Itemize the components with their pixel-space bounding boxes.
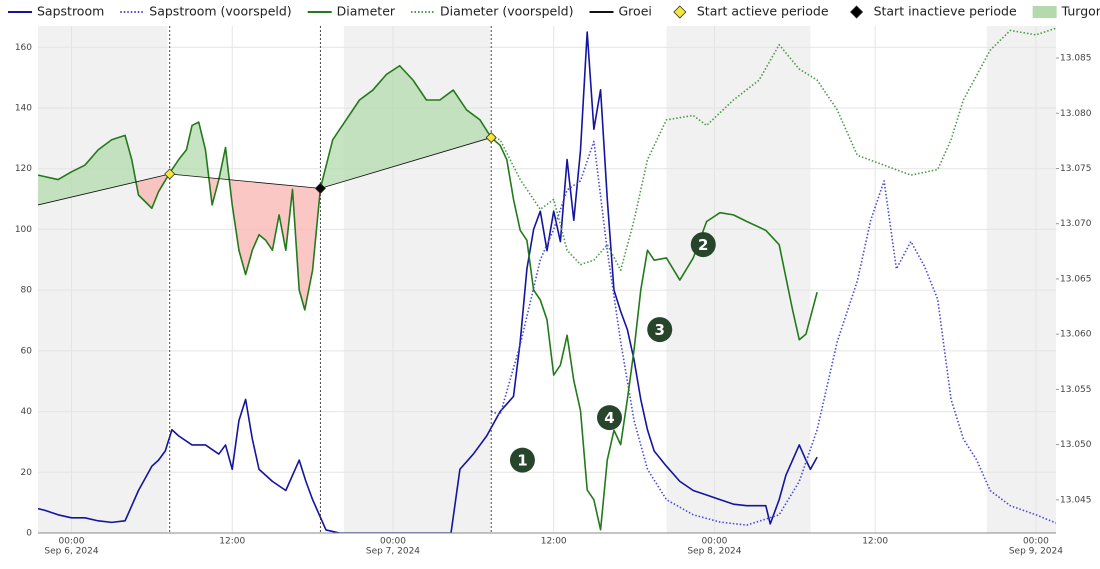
marker [485,131,497,144]
marker [314,182,326,194]
axes: 0 20 40 60 80 100 120 140 160 13.045 13.050 13.055 1… [15,43,1092,557]
y-tick-label: 60 [21,346,33,356]
annotation-label: 3 [655,321,665,339]
legend-label: Start inactieve periode [874,4,1017,19]
annotation-badge [509,447,535,473]
y2-tick-label: 13.080 [1060,109,1092,119]
x-tick-label: 12:00 [541,537,567,547]
line [490,27,1056,271]
y2-tick-label: 13.045 [1060,495,1092,505]
y-tick-label: 120 [15,164,32,174]
x-tick-label: Sep 7, 2024 [366,547,420,557]
legend-swatch [673,5,687,19]
y2-tick-label: 13.085 [1060,54,1092,64]
x-tick-label: 00:00 [1023,537,1049,547]
background [38,26,1056,534]
x-tick-label: Sep 8, 2024 [687,547,741,557]
stress-area [38,137,492,310]
y-tick-label: 40 [21,407,33,417]
y2-tick-label: 13.050 [1060,440,1092,450]
legend-swatch [849,5,864,19]
y-tick-label: 100 [15,225,32,235]
y-tick-label: 80 [21,286,33,296]
y-tick-label: 20 [21,468,33,478]
y2-tick-label: 13.055 [1060,385,1092,395]
line [38,137,492,206]
legend-label: Sapstroom (voorspeld) [149,4,291,19]
annotation-label: 4 [604,409,614,427]
legend-label: Diameter (voorspeld) [440,4,573,19]
shaded-period [666,26,811,533]
y2-tick-label: 13.070 [1060,219,1092,229]
y2-tick-label: 13.060 [1060,330,1092,340]
x-tick-label: 00:00 [701,537,727,547]
legend-label: Sapstroom [37,4,104,19]
legend-label: Start actieve periode [697,4,829,19]
x-tick-label: 00:00 [380,537,406,547]
legend: Sapstroom Sapstroom (voorspeld) Diameter Di… [8,4,1100,19]
line [38,64,818,531]
line [38,31,818,533]
x-tick-label: Sep 9, 2024 [1009,547,1063,557]
marker [164,168,176,180]
y2-tick-label: 13.065 [1060,274,1092,284]
annotation-badge [597,405,623,431]
shaded-period [38,26,168,533]
legend-label: Turgor [1061,4,1100,19]
x-tick-label: 12:00 [219,537,245,547]
plot-area: 1 2 3 4 [38,26,1056,533]
annotation-badge [690,232,716,258]
annotation-label: 2 [698,236,708,254]
y-tick-label: 140 [15,103,32,113]
annotation-badge [647,317,673,343]
x-tick-label: 12:00 [862,537,888,547]
legend-label: Groei [619,4,652,19]
y-tick-label: 0 [26,529,32,539]
y-tick-label: 160 [15,43,32,53]
shaded-period [986,26,1056,533]
annotation-label: 1 [517,452,527,470]
x-tick-label: 00:00 [59,537,85,547]
y2-tick-label: 13.075 [1060,164,1092,174]
line [490,140,1056,526]
legend-label: Diameter [337,4,396,19]
legend-swatch [1032,6,1057,18]
x-tick-label: Sep 6, 2024 [44,547,98,557]
